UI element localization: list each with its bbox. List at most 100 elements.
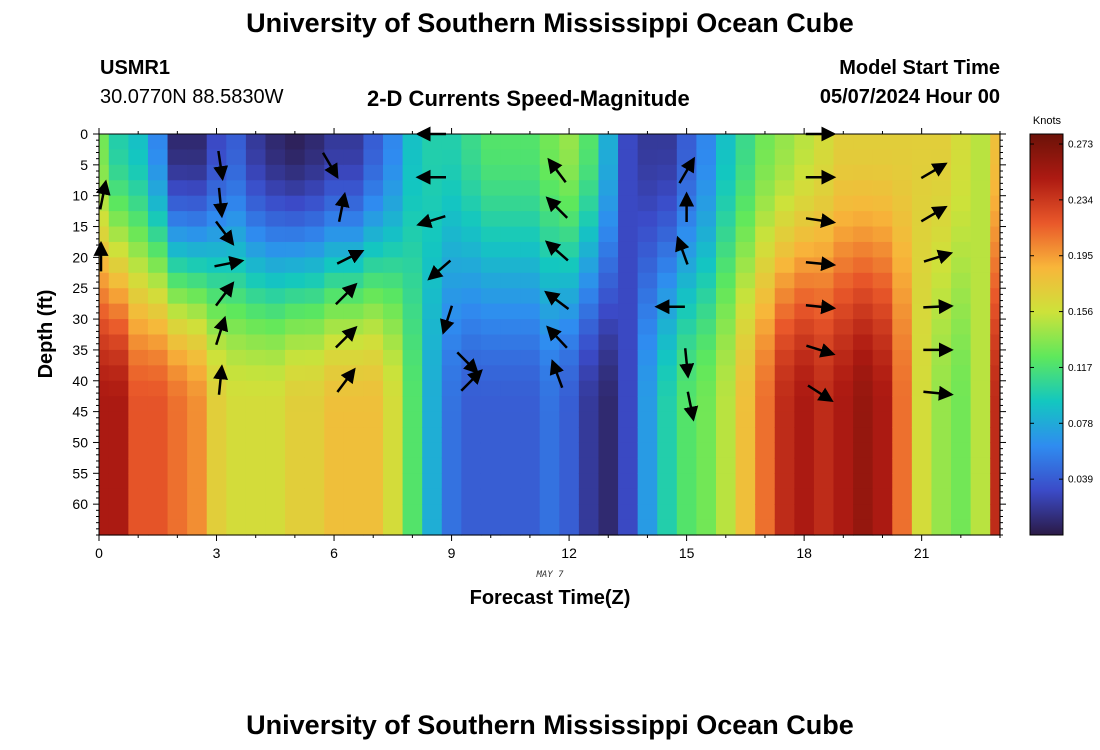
heatmap-cell [187, 272, 208, 289]
heatmap-cell [657, 180, 678, 197]
heatmap-cell [735, 473, 756, 490]
heatmap-cell [480, 427, 502, 444]
heatmap-cell [128, 488, 149, 505]
heatmap-cell [324, 288, 345, 305]
heatmap-cell [187, 349, 208, 366]
heatmap-cell [128, 365, 149, 382]
heatmap-cell [441, 442, 462, 459]
current-vector [546, 325, 568, 349]
heatmap-cell [422, 288, 443, 305]
heatmap-cell [951, 226, 972, 243]
heatmap-cell [206, 427, 227, 444]
heatmap-cell [383, 134, 404, 151]
current-vector [923, 299, 954, 315]
heatmap-cell [559, 272, 580, 289]
heatmap-cell [265, 164, 286, 181]
heatmap-cell [147, 442, 169, 459]
heatmap-cell [500, 488, 521, 505]
heatmap-cell [226, 488, 247, 505]
heatmap-cell [637, 519, 658, 536]
heatmap-cell [833, 180, 854, 197]
heatmap-cell [990, 442, 1001, 459]
heatmap-cell [657, 288, 678, 305]
heatmap-cell [147, 180, 169, 197]
heatmap-cell [833, 519, 854, 536]
heatmap-cell [206, 134, 227, 151]
heatmap-cell [245, 396, 267, 413]
heatmap-cell [872, 319, 893, 336]
heatmap-cell [265, 241, 286, 258]
heatmap-cell [520, 365, 541, 382]
heatmap-cell [559, 134, 580, 151]
heatmap-cell [441, 365, 462, 382]
heatmap-cell [265, 288, 286, 305]
heatmap-cell [128, 319, 149, 336]
heatmap-cell [735, 319, 756, 336]
heatmap-cell [951, 241, 972, 258]
heatmap-cell [578, 488, 600, 505]
heatmap-cell [245, 457, 267, 474]
heatmap-cell [735, 334, 756, 351]
heatmap-cell [951, 365, 972, 382]
current-vector [213, 364, 229, 395]
heatmap-cell [637, 504, 658, 521]
heatmap-cell [872, 365, 893, 382]
heatmap-cell [480, 519, 502, 536]
heatmap-cell [500, 195, 521, 212]
heatmap-cell [696, 226, 717, 243]
heatmap-cell [343, 457, 365, 474]
heatmap-cell [167, 319, 188, 336]
heatmap-cell [618, 473, 639, 490]
heatmap-cell [226, 288, 247, 305]
heatmap-cell [206, 164, 227, 181]
current-vector [336, 367, 356, 393]
heatmap-cell [618, 149, 639, 166]
heatmap-cell [715, 396, 737, 413]
heatmap-cell [931, 473, 952, 490]
heatmap-cell [911, 241, 933, 258]
heatmap-cell [578, 319, 600, 336]
heatmap-cell [265, 411, 286, 428]
heatmap-cell [422, 396, 443, 413]
heatmap-cell [226, 380, 247, 397]
heatmap-cell [461, 211, 482, 228]
heatmap-cell [99, 134, 110, 151]
heatmap-cell [441, 241, 462, 258]
heatmap-cell [461, 288, 482, 305]
heatmap-cell [911, 442, 933, 459]
heatmap-cell [383, 303, 404, 320]
heatmap-cell [187, 164, 208, 181]
heatmap-cell [304, 211, 325, 228]
heatmap-cell [578, 134, 600, 151]
heatmap-cell [500, 473, 521, 490]
heatmap-cell [128, 164, 149, 181]
heatmap-cell [187, 319, 208, 336]
heatmap-cell [970, 442, 991, 459]
heatmap-cell [618, 457, 639, 474]
heatmap-cell [578, 504, 600, 521]
heatmap-cell [970, 241, 991, 258]
heatmap-cell [128, 211, 149, 228]
heatmap-cell [128, 272, 149, 289]
heatmap-cell [637, 241, 658, 258]
heatmap-cell [794, 349, 815, 366]
heatmap-cell [794, 195, 815, 212]
heatmap-cell [774, 380, 795, 397]
heatmap-cell [578, 334, 600, 351]
heatmap-cell [402, 488, 423, 505]
heatmap-cell [853, 164, 874, 181]
heatmap-cell [618, 226, 639, 243]
heatmap-cell [637, 288, 658, 305]
heatmap-cell [657, 519, 678, 536]
heatmap-cell [598, 288, 619, 305]
current-vector [923, 249, 954, 265]
heatmap-cell [461, 411, 482, 428]
heatmap-cell [343, 380, 365, 397]
heatmap-cell [774, 134, 795, 151]
heatmap-cell [676, 427, 698, 444]
heatmap-cell [559, 257, 580, 274]
heatmap-cell [794, 288, 815, 305]
heatmap-cell [931, 411, 952, 428]
heatmap-cell [324, 319, 345, 336]
heatmap-cell [304, 473, 325, 490]
